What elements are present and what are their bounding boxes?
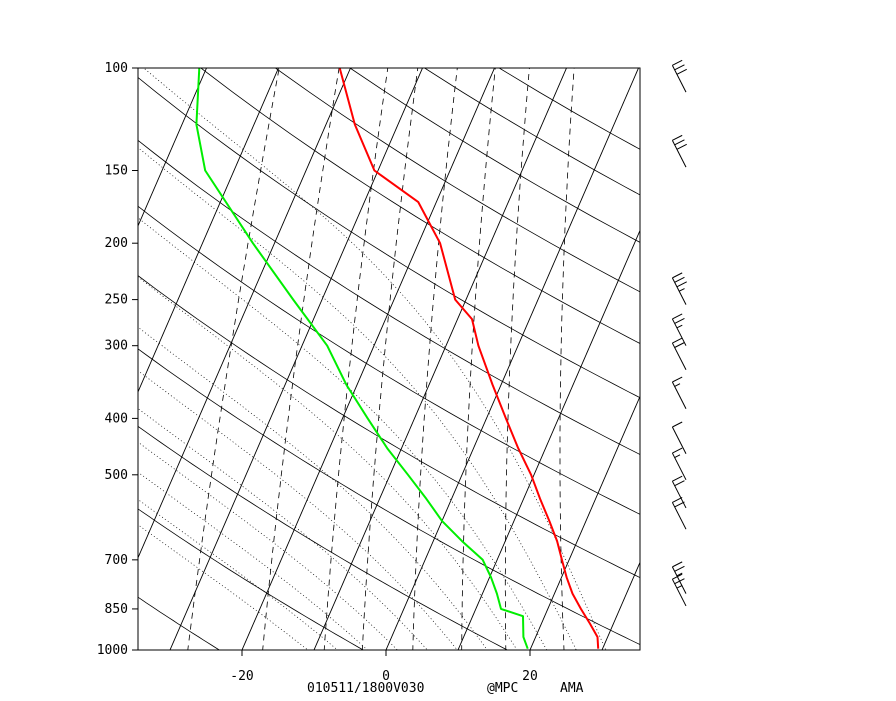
moist-adiabat-line	[138, 441, 398, 650]
plot-frame	[137, 67, 641, 651]
wind-barb	[671, 561, 687, 594]
footer-station: AMA	[560, 681, 584, 696]
pressure-tick-label: 250	[105, 293, 128, 308]
moist-adiabat-line	[138, 524, 309, 650]
dry-adiabat-line	[138, 275, 640, 579]
isotherm-line	[529, 395, 640, 650]
isotherm-line	[313, 68, 567, 650]
mixing-ratio-line	[559, 68, 575, 650]
wind-barb	[671, 497, 687, 530]
mixing-ratio-line	[412, 68, 458, 650]
mixing-ratio-line	[262, 68, 340, 650]
mixing-ratio-line	[461, 68, 496, 650]
temperature-tick-label: 20	[522, 669, 538, 684]
pressure-tick-label: 850	[105, 602, 128, 617]
moist-adiabat-line	[138, 147, 577, 650]
pressure-tick-label: 200	[105, 236, 128, 251]
wind-barb	[671, 447, 687, 481]
isotherm-line	[138, 68, 351, 559]
temperature-tick-label: 0	[382, 669, 390, 684]
dry-adiabat-line	[200, 68, 640, 344]
dry-adiabat-line	[138, 596, 221, 650]
temperature-axis-labels: -20 0 20	[230, 650, 538, 684]
dry-adiabat-line	[138, 76, 640, 399]
wind-barb	[671, 59, 687, 93]
mixing-ratio-line	[361, 68, 419, 650]
profile-layer	[195, 68, 600, 650]
pressure-tick-label: 400	[105, 411, 128, 426]
dry-adiabat-line	[138, 508, 365, 650]
moist-adiabat-line	[138, 370, 458, 650]
wind-barb	[671, 337, 687, 371]
wind-barb	[671, 475, 687, 509]
wind-barb	[671, 573, 687, 607]
wind-barb	[671, 272, 687, 305]
dry-adiabat-line	[138, 425, 509, 650]
moist-adiabat-line	[138, 408, 428, 650]
wind-barb-column	[671, 59, 687, 607]
wind-barb	[671, 134, 687, 168]
dry-adiabat-line	[138, 348, 640, 646]
mixing-ratio-line	[504, 68, 530, 650]
moist-adiabat-line	[138, 326, 488, 650]
dewpoint-profile-line	[195, 68, 529, 650]
temperature-profile-line	[338, 68, 600, 649]
isotherm-line	[169, 68, 423, 650]
dry-adiabat-line	[138, 139, 640, 455]
isotherm-line	[138, 68, 207, 228]
pressure-tick-label: 500	[105, 468, 128, 483]
isotherm-line	[385, 68, 639, 650]
footer-id: 010511/1800V030	[307, 681, 424, 696]
footer-source: @MPC	[487, 681, 518, 696]
isotherm-line	[457, 229, 640, 650]
isotherm-line	[138, 68, 279, 393]
wind-barb	[671, 376, 687, 409]
footer-caption: 010511/1800V030 @MPC AMA	[307, 681, 584, 696]
pressure-tick-label: 300	[105, 339, 128, 354]
pressure-tick-label: 100	[105, 61, 128, 76]
mixing-ratio-line	[323, 68, 389, 650]
pressure-axis-labels: 100 150 200 250 300 400 500 700 850 1000	[97, 61, 138, 658]
wind-barb	[671, 421, 687, 454]
wind-barb	[671, 313, 687, 346]
pressure-tick-label: 1000	[97, 643, 128, 658]
pressure-tick-label: 700	[105, 553, 128, 568]
temperature-tick-label: -20	[230, 669, 253, 684]
grid-layer	[138, 68, 640, 650]
pressure-tick-label: 150	[105, 163, 128, 178]
isotherm-line	[241, 68, 495, 650]
dry-adiabat-line	[138, 205, 640, 515]
